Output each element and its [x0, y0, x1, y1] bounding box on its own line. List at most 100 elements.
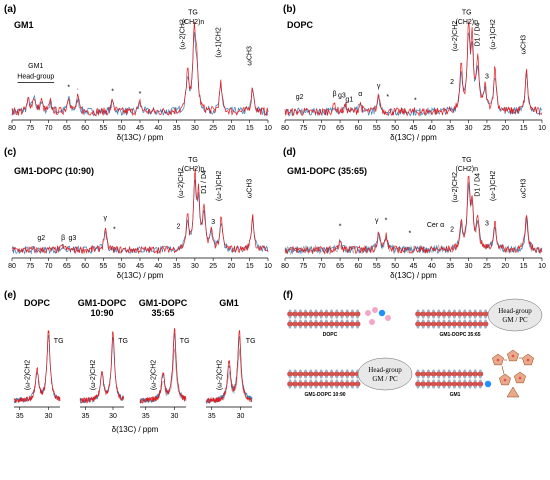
series-red — [79, 331, 125, 404]
series-red — [11, 167, 269, 255]
hydrogen-atom — [288, 309, 292, 313]
peak-annotation: (ω-2)CH2 — [452, 172, 459, 202]
hydrogen-atom — [299, 319, 302, 323]
hydrogen-atom — [427, 375, 430, 379]
peak-annotation: 2 — [450, 226, 454, 233]
hydrogen-atom — [345, 385, 349, 389]
hydrogen-atom — [427, 369, 430, 373]
carbon-atom — [415, 371, 421, 377]
carbon-atom — [297, 311, 304, 317]
hydrogen-atom — [319, 385, 323, 389]
hydrogen-atom — [447, 379, 451, 383]
carbon-atom — [425, 321, 432, 327]
bubble-text: GM / PC — [372, 375, 398, 383]
peak-annotation: 3 — [211, 219, 215, 226]
carbon-atom — [425, 311, 432, 317]
panel-b: (b) DOPC 80 75 70 65 60 55 50 45 40 35 30 25 20 15 10 δ(1… — [281, 4, 546, 142]
headgroup-bubble — [357, 357, 413, 391]
peak-annotation: (ω-2)CH2 — [217, 360, 224, 390]
carbon-atom — [451, 321, 458, 327]
peak-annotation: ωCH3 — [247, 179, 254, 199]
carbon-atom — [339, 381, 345, 387]
x-tick-label: 55 — [100, 263, 108, 270]
panel-a: (a) GM1 80 75 70 65 60 55 50 45 40 35 30 25 20 15 10 δ(13… — [4, 4, 272, 142]
hydrogen-atom — [484, 309, 487, 313]
hydrogen-atom — [319, 369, 323, 373]
hydrogen-atom — [309, 309, 313, 313]
x-tick-label: 50 — [391, 125, 399, 132]
series-blue — [79, 336, 125, 404]
hydrogen-atom — [427, 379, 430, 383]
hydrogen-atom — [453, 309, 456, 313]
carbon-atom — [420, 321, 426, 327]
carbon-atom — [482, 311, 489, 317]
x-tick-label: 80 — [8, 263, 16, 270]
peak-annotation: · — [77, 86, 79, 93]
carbon-atom — [323, 311, 330, 317]
series-blue — [284, 182, 543, 255]
subpanel-title: GM1 — [219, 298, 239, 308]
x-tick-label: 40 — [428, 263, 436, 270]
hydrogen-atom — [416, 309, 420, 313]
hydrogen-atom — [319, 325, 323, 329]
x-axis-label: δ(13C) / ppm — [390, 271, 437, 280]
carbon-atom — [349, 321, 356, 327]
hydrogen-atom — [304, 315, 307, 319]
carbon-atom — [297, 371, 304, 377]
hydrogen-atom — [473, 369, 477, 373]
x-tick-label: 15 — [520, 125, 528, 132]
hydrogen-atom — [356, 315, 359, 319]
hydrogen-atom — [299, 315, 302, 319]
carbon-atom — [334, 311, 340, 317]
hydrogen-atom — [437, 375, 441, 379]
hydrogen-atom — [319, 319, 323, 323]
x-tick-label: 70 — [45, 263, 53, 270]
hydrogen-atom — [463, 315, 467, 319]
peak-annotation: g2 — [296, 94, 304, 101]
x-tick-label: 30 — [171, 413, 179, 420]
carbon-atom — [430, 381, 437, 387]
carbon-atom — [456, 371, 463, 377]
hydrogen-atom — [427, 319, 430, 323]
peak-annotation: D1 / D4 — [475, 173, 482, 197]
x-tick-label: 10 — [264, 263, 272, 270]
x-tick-label: 15 — [246, 125, 254, 132]
peak-annotation: Cer α — [427, 222, 444, 229]
hydrogen-atom — [330, 309, 333, 313]
carbon-atom — [349, 311, 356, 317]
hydrogen-atom — [437, 369, 441, 373]
hydrogen-atom — [479, 319, 482, 323]
amide-atom — [484, 380, 492, 388]
peak-annotation: 3 — [485, 221, 489, 228]
x-tick-label: 60 — [355, 125, 363, 132]
x-tick-label: 35 — [446, 263, 454, 270]
x-tick-label: 65 — [336, 125, 344, 132]
carbon-atom — [334, 321, 340, 327]
hydrogen-atom — [335, 379, 339, 383]
panel-label: (b) — [283, 4, 296, 15]
peak-annotation: 2 — [176, 223, 180, 230]
carbon-atom — [430, 321, 437, 327]
peak-annotation: 3 — [485, 73, 489, 80]
hydrogen-atom — [288, 325, 292, 329]
subpanel-title: GM1-DOPC — [139, 298, 188, 308]
hydrogen-atom — [479, 385, 482, 389]
carbon-atom — [328, 381, 335, 387]
x-tick-label: 75 — [299, 125, 307, 132]
peak-annotation: TG — [188, 157, 198, 164]
hydrogen-atom — [351, 309, 354, 313]
hydrogen-atom — [473, 375, 477, 379]
peak-annotation: ωCH3 — [520, 35, 527, 55]
carbon-atom — [302, 371, 309, 377]
x-tick-label: 35 — [173, 263, 181, 270]
peak-annotation: GM1 — [28, 63, 43, 70]
hydrogen-atom — [356, 379, 359, 383]
subpanel-title: 10:90 — [90, 308, 113, 318]
headgroup-atom — [385, 315, 391, 321]
hydrogen-atom — [473, 319, 477, 323]
x-tick-label: 25 — [483, 263, 491, 270]
series-red — [139, 328, 187, 404]
